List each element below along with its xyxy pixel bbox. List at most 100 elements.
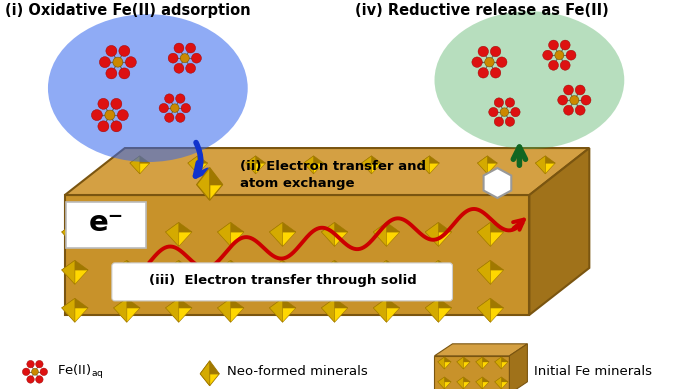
Circle shape — [119, 68, 130, 79]
Circle shape — [564, 85, 573, 95]
Polygon shape — [218, 308, 244, 322]
Circle shape — [555, 51, 564, 60]
Polygon shape — [438, 377, 445, 389]
Polygon shape — [457, 362, 470, 369]
Polygon shape — [114, 223, 140, 232]
Polygon shape — [200, 361, 219, 374]
Circle shape — [98, 121, 109, 132]
Circle shape — [560, 40, 570, 50]
Polygon shape — [425, 270, 451, 284]
Polygon shape — [197, 168, 223, 185]
Polygon shape — [420, 156, 429, 174]
Polygon shape — [303, 156, 314, 174]
Polygon shape — [218, 298, 231, 322]
Polygon shape — [495, 357, 508, 362]
Polygon shape — [166, 260, 192, 270]
Ellipse shape — [434, 11, 624, 149]
Polygon shape — [130, 156, 150, 163]
Circle shape — [181, 103, 190, 113]
Polygon shape — [188, 156, 208, 163]
Polygon shape — [321, 260, 348, 270]
Polygon shape — [477, 163, 497, 174]
Polygon shape — [536, 156, 545, 174]
Polygon shape — [218, 270, 244, 284]
Polygon shape — [321, 223, 334, 246]
Circle shape — [549, 40, 558, 50]
Circle shape — [506, 98, 514, 107]
Circle shape — [36, 376, 43, 383]
Polygon shape — [457, 382, 470, 389]
Circle shape — [119, 46, 130, 56]
Polygon shape — [246, 156, 256, 174]
Polygon shape — [321, 270, 348, 284]
Circle shape — [113, 57, 123, 67]
Circle shape — [164, 113, 174, 122]
Circle shape — [91, 110, 102, 121]
Circle shape — [27, 376, 34, 383]
Polygon shape — [530, 148, 589, 315]
Polygon shape — [218, 223, 244, 232]
Circle shape — [175, 113, 185, 122]
Polygon shape — [476, 362, 489, 369]
Polygon shape — [246, 156, 266, 163]
Polygon shape — [457, 377, 470, 382]
Circle shape — [558, 95, 568, 105]
Circle shape — [575, 85, 585, 95]
Polygon shape — [477, 308, 503, 322]
Polygon shape — [62, 298, 75, 322]
Text: (ii) Electron transfer and
atom exchange: (ii) Electron transfer and atom exchange — [240, 160, 425, 190]
Polygon shape — [477, 260, 503, 270]
Circle shape — [581, 95, 591, 105]
FancyBboxPatch shape — [112, 263, 453, 301]
Circle shape — [495, 117, 503, 126]
Circle shape — [566, 50, 576, 60]
Polygon shape — [477, 260, 490, 284]
Polygon shape — [495, 382, 508, 389]
Polygon shape — [434, 344, 527, 356]
Polygon shape — [114, 260, 140, 270]
Polygon shape — [114, 308, 140, 322]
Polygon shape — [269, 223, 296, 232]
Circle shape — [171, 104, 179, 112]
Circle shape — [186, 63, 196, 73]
Polygon shape — [269, 270, 296, 284]
Circle shape — [175, 94, 185, 103]
Circle shape — [549, 60, 558, 70]
Polygon shape — [457, 377, 464, 389]
Polygon shape — [62, 232, 88, 246]
Polygon shape — [62, 260, 75, 284]
Polygon shape — [457, 357, 470, 362]
Polygon shape — [477, 156, 497, 163]
Polygon shape — [425, 260, 438, 284]
Circle shape — [506, 117, 514, 126]
Polygon shape — [438, 362, 451, 369]
Polygon shape — [425, 260, 451, 270]
Circle shape — [168, 53, 178, 63]
Polygon shape — [114, 298, 140, 308]
Polygon shape — [246, 163, 266, 174]
Polygon shape — [477, 270, 503, 284]
Polygon shape — [269, 308, 296, 322]
Circle shape — [105, 110, 115, 120]
Polygon shape — [197, 168, 210, 200]
Text: Neo-formed minerals: Neo-formed minerals — [227, 365, 367, 378]
Polygon shape — [321, 298, 348, 308]
Circle shape — [23, 368, 30, 375]
Polygon shape — [495, 357, 501, 369]
Polygon shape — [321, 232, 348, 246]
Polygon shape — [303, 156, 323, 163]
Circle shape — [564, 105, 573, 115]
Polygon shape — [166, 308, 192, 322]
Polygon shape — [477, 223, 490, 246]
Circle shape — [472, 57, 482, 67]
Text: e⁻: e⁻ — [88, 209, 123, 237]
Polygon shape — [425, 223, 451, 232]
Polygon shape — [269, 298, 296, 308]
Circle shape — [560, 60, 570, 70]
Polygon shape — [438, 357, 451, 362]
Polygon shape — [425, 232, 451, 246]
Circle shape — [174, 43, 184, 53]
Polygon shape — [495, 377, 508, 382]
Polygon shape — [114, 223, 127, 246]
Polygon shape — [373, 298, 386, 322]
